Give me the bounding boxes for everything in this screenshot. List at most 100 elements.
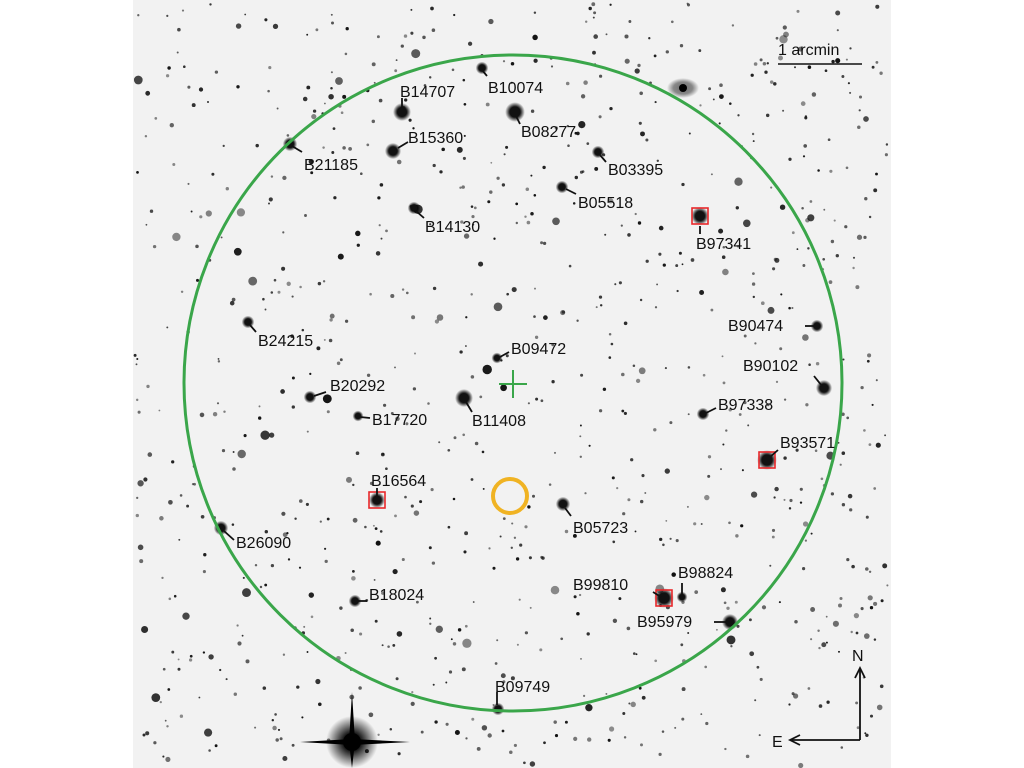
background-star (687, 632, 690, 634)
background-star (860, 385, 864, 390)
background-star (408, 118, 412, 122)
background-star (580, 657, 582, 660)
compass (787, 665, 866, 746)
background-star (756, 665, 760, 669)
background-star (864, 732, 867, 735)
background-star (708, 243, 711, 246)
background-star (336, 361, 341, 366)
background-star (211, 172, 215, 176)
background-star (328, 338, 333, 343)
background-star (270, 175, 274, 178)
background-star (411, 315, 416, 320)
background-star (654, 306, 658, 309)
background-star (513, 743, 517, 747)
background-star (855, 701, 859, 705)
background-star (401, 557, 405, 562)
star-b97341 (695, 211, 705, 221)
background-star (470, 205, 474, 208)
background-star (658, 225, 664, 231)
background-star (564, 720, 568, 724)
background-star (614, 283, 617, 286)
background-star (149, 209, 154, 213)
background-star (330, 13, 333, 16)
background-star (735, 206, 739, 210)
background-star (792, 693, 799, 699)
background-star (700, 523, 703, 525)
background-star (765, 113, 770, 118)
background-star (413, 510, 420, 516)
leader-line-b03395 (599, 154, 607, 163)
background-star (282, 755, 288, 762)
leader-line-b15360 (397, 141, 409, 149)
compass-north-label: N (852, 648, 864, 665)
background-star (462, 638, 472, 648)
background-star (844, 225, 848, 229)
background-star (788, 507, 792, 510)
background-star (648, 37, 651, 40)
background-star (715, 628, 718, 631)
background-star (474, 441, 479, 446)
background-star (529, 761, 536, 767)
background-star (576, 612, 580, 616)
label-b05723: B05723 (573, 520, 628, 537)
background-star (167, 66, 171, 70)
leader-line-b09472 (499, 351, 510, 358)
background-star (435, 625, 443, 633)
background-star (460, 220, 464, 224)
background-star (583, 80, 588, 85)
background-star (828, 280, 833, 284)
background-star (782, 109, 785, 112)
background-star (835, 10, 841, 16)
background-star (145, 223, 148, 226)
background-star (842, 358, 845, 361)
leader-line-b90102 (813, 375, 823, 387)
background-star (841, 503, 846, 507)
background-star (133, 353, 137, 357)
background-star (494, 662, 498, 665)
background-star (511, 522, 514, 525)
background-star (453, 436, 457, 440)
background-star (457, 628, 462, 632)
background-star (551, 380, 555, 384)
background-star (847, 82, 850, 85)
background-star (434, 656, 437, 660)
background-star (306, 430, 309, 433)
background-star (829, 169, 833, 173)
background-star (858, 109, 861, 112)
background-star (743, 401, 747, 405)
background-star (588, 6, 592, 11)
background-star (394, 514, 397, 518)
background-star (738, 413, 742, 416)
background-star (759, 677, 763, 681)
highlight-box-b97341 (691, 207, 709, 225)
background-star (428, 546, 432, 550)
background-star (291, 405, 295, 409)
background-star (550, 585, 560, 595)
label-b99810: B99810 (573, 577, 628, 594)
background-star (151, 693, 161, 702)
label-b03395: B03395 (608, 162, 663, 179)
label-b18024: B18024 (369, 587, 424, 604)
background-star (177, 27, 181, 32)
background-star (690, 258, 695, 262)
background-star (530, 211, 534, 216)
background-star (771, 535, 775, 539)
background-star (662, 263, 666, 267)
background-star (291, 295, 294, 298)
background-star (200, 514, 205, 519)
background-star (542, 165, 546, 170)
background-star (167, 688, 171, 691)
background-star (826, 700, 830, 704)
background-star (385, 467, 388, 471)
background-star (553, 451, 557, 454)
background-star (159, 700, 162, 704)
background-star (301, 328, 305, 332)
background-star (335, 77, 343, 85)
star-b93571 (761, 454, 773, 466)
background-star (769, 80, 774, 84)
background-star (632, 652, 636, 655)
background-star (863, 116, 869, 122)
background-star (339, 358, 343, 362)
background-star (232, 451, 235, 453)
star-b15360 (388, 146, 398, 156)
